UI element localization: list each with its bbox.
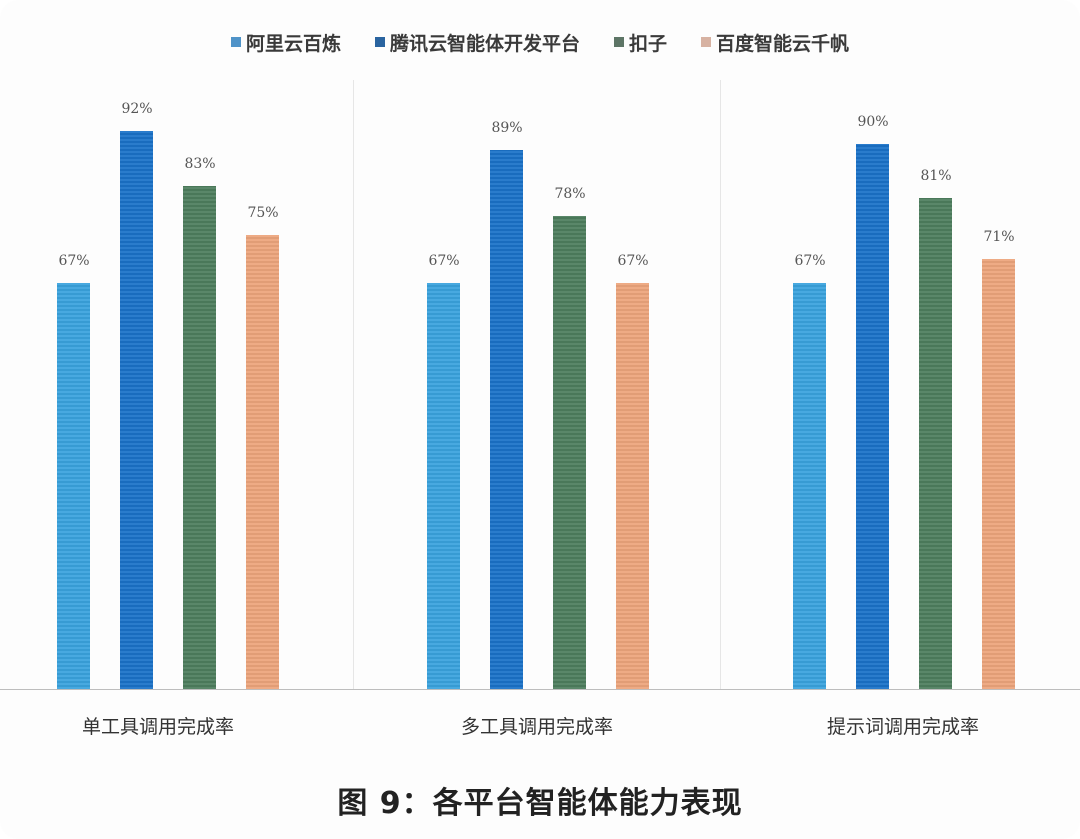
- bar-value-label: 67%: [428, 253, 460, 269]
- legend-label: 扣子: [629, 32, 668, 55]
- legend-item-aliyun: 阿里云百炼: [230, 29, 341, 56]
- legend-item-baidu: 百度智能云千帆: [701, 29, 849, 56]
- bar: [183, 186, 216, 689]
- bar-value-label: 67%: [58, 253, 90, 269]
- category-label-single-tool: 单工具调用完成率: [81, 716, 234, 738]
- bar-value-label: 92%: [121, 101, 153, 117]
- bar-value-label: 75%: [247, 205, 279, 221]
- bar: [427, 283, 460, 689]
- bar: [246, 235, 279, 689]
- bar: [553, 216, 586, 689]
- bar: [490, 150, 523, 689]
- bar-value-label: 67%: [617, 253, 649, 269]
- legend: 阿里云百炼 腾讯云智能体开发平台 扣子 百度智能云千帆: [0, 26, 1080, 58]
- bar: [616, 283, 649, 689]
- bar-value-label: 71%: [983, 229, 1015, 245]
- legend-label: 腾讯云智能体开发平台: [389, 32, 580, 55]
- group-separator: [353, 80, 354, 690]
- x-axis-baseline: [0, 689, 1080, 690]
- category-label-multi-tool: 多工具调用完成率: [460, 716, 613, 738]
- legend-label: 百度智能云千帆: [716, 32, 850, 55]
- legend-swatch-icon: [614, 37, 624, 47]
- category-label-prompt: 提示词调用完成率: [826, 716, 979, 738]
- legend-swatch-icon: [701, 37, 712, 47]
- group-separator: [720, 80, 721, 690]
- bar: [120, 131, 153, 689]
- bar: [982, 259, 1015, 689]
- bar-value-label: 90%: [857, 114, 889, 130]
- legend-item-coze: 扣子: [614, 29, 667, 56]
- legend-swatch-icon: [374, 37, 385, 47]
- bar-value-label: 81%: [920, 168, 952, 184]
- bar-value-label: 78%: [554, 186, 586, 202]
- bar-value-label: 67%: [794, 253, 826, 269]
- legend-swatch-icon: [230, 37, 241, 47]
- bar: [793, 283, 826, 689]
- bar: [919, 198, 952, 689]
- figure-title: 图 9：各平台智能体能力表现: [337, 786, 743, 821]
- bar-value-label: 89%: [491, 120, 523, 136]
- legend-item-tencent: 腾讯云智能体开发平台: [374, 29, 580, 56]
- bar: [856, 144, 889, 689]
- legend-label: 阿里云百炼: [245, 32, 341, 55]
- bar: [57, 283, 90, 689]
- plot-area: 67% 92% 83% 75% 67% 89% 78% 67% 67% 90% 81% 71%: [0, 80, 1080, 690]
- bar-value-label: 83%: [184, 156, 216, 172]
